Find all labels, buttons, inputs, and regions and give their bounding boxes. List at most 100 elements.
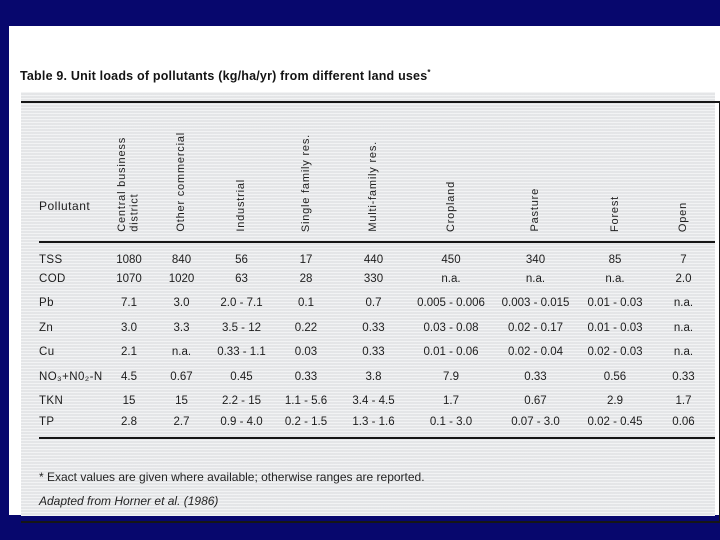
table-cell: 0.01 - 0.06: [423, 346, 479, 359]
table-cell: 7: [680, 253, 687, 266]
table-cell: 340: [525, 253, 546, 266]
vertical-column-label: Pasture: [529, 188, 542, 232]
table-row: NO₃+N0₂-N 4.5 0.67 0.45 0.33 3.8 7.9 0.33 0.56 0.…: [39, 365, 715, 390]
table-cell: 2.7: [154, 413, 209, 439]
table-body: TSS 1080 840 56 17 440 450 340 85 7 COD 1070 1020 63 2…: [39, 242, 715, 439]
table-cell: 0.01 - 0.03: [587, 297, 643, 310]
table-cell: 0.2 - 1.5: [274, 413, 338, 439]
table-cell: 1020: [168, 272, 195, 285]
table-title: Table 9. Unit loads of pollutants (kg/ha…: [20, 68, 431, 83]
table-cell: 0.02 - 0.04: [508, 346, 563, 359]
table-cell: 0.02 - 0.03: [587, 346, 643, 359]
column-header-other-commercial: Other commercial: [154, 102, 209, 243]
column-header-forest: Forest: [578, 102, 652, 243]
table-cell: 840: [171, 253, 192, 266]
vertical-column-label: Industrial: [235, 179, 248, 232]
vertical-column-label: Central business district: [116, 137, 141, 232]
table-cell: 3.8: [365, 370, 382, 383]
table-cell: n.a.: [673, 321, 694, 334]
table-cell: n.a.: [171, 346, 192, 359]
table-cell: 0.03: [294, 346, 318, 359]
table-cell: 0.67: [170, 370, 193, 383]
table-cell: n.a.: [441, 272, 461, 285]
table-cell: 28: [299, 272, 313, 285]
table-cell: 15: [122, 395, 136, 408]
table-cell: 2.2 - 15: [222, 395, 261, 408]
table-cell: 0.7: [365, 297, 382, 310]
row-label-pollutant: TKN: [39, 395, 64, 408]
table-cell: 0.45: [230, 370, 253, 383]
vertical-column-label: Forest: [608, 196, 621, 232]
table-cell: 63: [235, 272, 248, 285]
table-cell: 1070: [116, 272, 142, 285]
table-cell: 0.33: [672, 370, 695, 383]
table-cell: 3.3: [173, 321, 190, 334]
table-cell: 3.4 - 4.5: [352, 395, 395, 408]
table-cell: 7.1: [121, 297, 137, 310]
column-header-cropland: Cropland: [409, 102, 493, 243]
table-cell: 0.33: [362, 346, 385, 359]
row-label-pollutant: TP: [39, 413, 104, 439]
table-cell: 3.0: [121, 321, 137, 334]
table-cell: 0.33: [362, 321, 385, 334]
table-cell: 0.22: [294, 321, 318, 334]
table-cell: 0.33: [524, 370, 547, 383]
column-header-pasture: Pasture: [493, 102, 578, 243]
table-cell: 85: [608, 253, 622, 266]
table-cell: 0.02 - 0.17: [508, 321, 563, 334]
table-cell: 7.9: [443, 370, 459, 383]
row-label-pollutant: TSS: [39, 253, 63, 266]
vertical-column-label: Other commercial: [175, 132, 188, 232]
column-header-central-business-district: Central business district: [104, 102, 154, 243]
scanned-table-image: Table 9. Unit loads of pollutants (kg/ha…: [9, 26, 720, 523]
vertical-column-label: Open: [677, 201, 690, 232]
table-cell: 2.8: [104, 413, 154, 439]
pollutant-loads-table: Pollutant Central business district Othe…: [39, 102, 715, 439]
table-cell: 0.06: [652, 413, 715, 439]
column-header-single-family-res: Single family res.: [274, 102, 338, 243]
table-cell: 15: [175, 395, 188, 408]
table-cell: 2.0 - 7.1: [220, 297, 263, 310]
table-cell: 2.9: [607, 395, 623, 408]
table-cell: 0.9 - 4.0: [209, 413, 274, 439]
table-cell: n.a.: [673, 297, 694, 310]
table-cell: n.a.: [525, 272, 546, 285]
table-cell: 1.7: [443, 395, 459, 408]
table-row: Zn 3.0 3.3 3.5 - 12 0.22 0.33 0.03 - 0.08 0.02 …: [39, 316, 715, 341]
table-cell: 1.7: [675, 395, 692, 408]
row-label-pollutant: Cu: [39, 346, 55, 359]
column-header-industrial: Industrial: [209, 102, 274, 243]
table-cell: 0.56: [603, 370, 627, 383]
vertical-column-label: Cropland: [444, 180, 457, 232]
header-row: Pollutant Central business district Othe…: [39, 102, 715, 243]
footnote-exact-values: * Exact values are given where available…: [39, 470, 425, 484]
table-cell: 2.0: [675, 272, 692, 285]
table-cell: 0.67: [524, 395, 547, 408]
table-cell: 1080: [116, 253, 142, 266]
footnote-source-citation: Adapted from Horner et al. (1986): [39, 494, 219, 508]
table-cell: 3.5 - 12: [222, 321, 261, 334]
table-cell: 2.1: [121, 346, 137, 359]
table-cell: 450: [441, 253, 461, 266]
table-cell: 0.02 - 0.45: [578, 413, 652, 439]
table-title-text: Table 9. Unit loads of pollutants (kg/ha…: [20, 69, 428, 84]
table-row: TSS 1080 840 56 17 440 450 340 85 7: [39, 242, 715, 267]
table-cell: 0.1 - 3.0: [409, 413, 493, 439]
vertical-column-label: Multi-family res.: [367, 141, 380, 232]
table-cell: 1.3 - 1.6: [338, 413, 409, 439]
table-cell: 0.1: [298, 297, 314, 310]
table-row: Cu 2.1 n.a. 0.33 - 1.1 0.03 0.33 0.01 - 0.06 0.…: [39, 340, 715, 365]
table-row: COD 1070 1020 63 28 330 n.a. n.a. n.a. 2.0: [39, 267, 715, 292]
table-cell: 0.33: [294, 370, 318, 383]
table-row: TKN 15 15 2.2 - 15 1.1 - 5.6 3.4 - 4.5 1.7 0.67…: [39, 389, 715, 414]
column-header-open: Open: [652, 102, 715, 243]
table-cell: 1.1 - 5.6: [284, 395, 328, 408]
row-label-pollutant: NO₃+N0₂-N: [39, 370, 103, 383]
table-header: Pollutant Central business district Othe…: [39, 102, 715, 243]
table-cell: 330: [363, 272, 384, 285]
table-cell: 3.0: [173, 297, 190, 310]
table-row: TP 2.8 2.7 0.9 - 4.0 0.2 - 1.5 1.3 - 1.6 0.1 -…: [39, 413, 715, 439]
row-label-pollutant: Pb: [39, 297, 54, 310]
vertical-column-label: Single family res.: [299, 133, 312, 232]
